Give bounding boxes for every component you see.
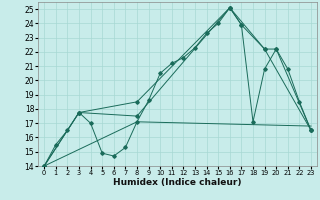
X-axis label: Humidex (Indice chaleur): Humidex (Indice chaleur) <box>113 178 242 187</box>
